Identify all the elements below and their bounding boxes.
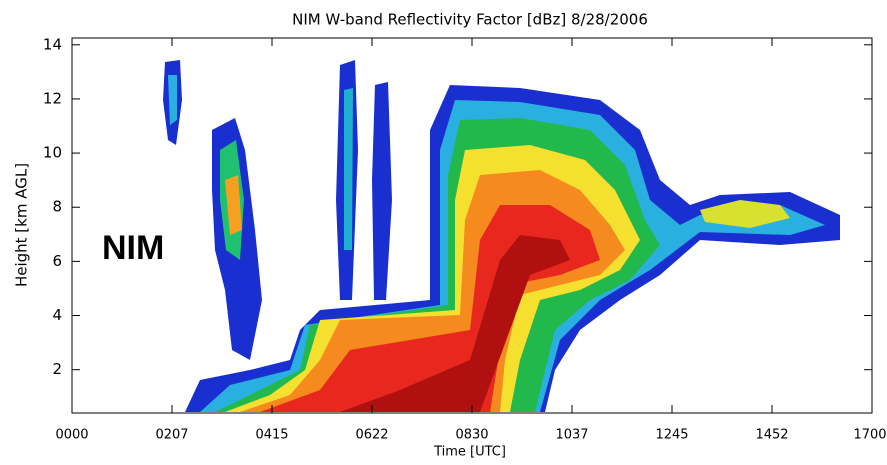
y-axis-label: Height [km AGL] [13,163,31,287]
x-tick-label: 0000 [55,428,88,443]
echo-region [340,235,570,412]
y-tick-label: 12 [43,89,62,107]
x-tick-label: 0830 [455,428,488,443]
chart-title: NIM W-band Reflectivity Factor [dBz] 8/2… [292,11,648,29]
y-tick-label: 4 [52,306,62,324]
reflectivity-field [163,60,840,412]
x-tick-label: 1245 [655,428,688,443]
annotation: NIM [102,229,164,267]
x-axis-label: Time [UTC] [433,445,506,460]
y-tick-label: 8 [52,198,62,216]
echo-cell [372,82,392,300]
x-tick-label: 0415 [255,428,288,443]
echo-region [700,200,790,228]
y-tick-label: 2 [52,360,62,378]
y-tick-label: 10 [43,144,62,162]
x-tick-label: 1700 [853,428,886,443]
echo-cell [225,175,242,235]
x-tick-label: 1452 [755,428,788,443]
x-tick-label: 0207 [155,428,188,443]
x-tick-label: 1037 [555,428,588,443]
y-tick-label: 14 [43,35,62,53]
y-tick-label: 6 [52,252,62,270]
echo-cell [168,75,177,125]
x-tick-label: 0622 [355,428,388,443]
echo-cell [344,88,353,250]
